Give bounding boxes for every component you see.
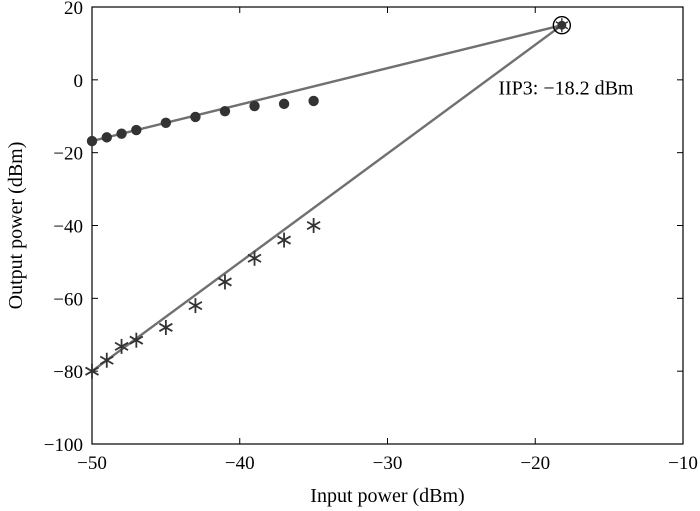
im3-point: [85, 363, 99, 379]
intercept-marker: [552, 16, 572, 35]
fit-line: [91, 24, 563, 373]
x-tick-label: −30: [373, 453, 403, 474]
fundamental-point: [219, 105, 231, 117]
fundamental-point: [278, 98, 290, 110]
im3-point: [306, 218, 321, 233]
fundamental-point: [249, 100, 260, 112]
intercept-circle: [552, 16, 572, 35]
x-tick-label: −50: [77, 453, 107, 474]
plot-frame: [91, 6, 684, 445]
x-axis-label: Input power (dBm): [310, 485, 464, 507]
fundamental-point: [190, 111, 201, 123]
im3-point: [188, 298, 203, 314]
iip3-annotation: IIP3: −18.2 dBm: [498, 77, 634, 99]
y-tick-label: −20: [53, 144, 83, 165]
y-tick-label: −80: [53, 362, 83, 383]
y-tick-label: −100: [44, 435, 83, 456]
data-markers: [85, 95, 321, 379]
x-tick-label: −40: [225, 453, 255, 474]
intercept-star: [555, 18, 569, 33]
y-tick-label: 0: [74, 71, 84, 92]
y-tick-label: −40: [53, 217, 83, 238]
im3-point: [129, 332, 144, 348]
im3-point: [247, 250, 262, 266]
fundamental-point: [160, 117, 172, 129]
fundamental-point: [101, 132, 112, 143]
x-tick-label: −10: [668, 453, 698, 474]
im3-point: [277, 232, 292, 248]
y-axis-label: Output power (dBm): [5, 142, 27, 310]
x-tick-label: −20: [520, 453, 550, 474]
fundamental-point: [116, 128, 127, 139]
fit-lines: [91, 24, 563, 373]
y-tick-label: 20: [64, 0, 83, 19]
fundamental-point: [308, 95, 319, 107]
fundamental-point: [131, 124, 142, 136]
axis-ticks: −50 −40 −30 −20 −10 −100 −80 −60 −40 −20 0 20: [44, 0, 698, 474]
im3-point: [218, 274, 232, 290]
y-tick-label: −60: [53, 289, 83, 310]
im3-point: [99, 352, 114, 368]
fundamental-point: [86, 135, 98, 147]
im3-point: [114, 338, 129, 354]
im3-point: [158, 319, 173, 335]
